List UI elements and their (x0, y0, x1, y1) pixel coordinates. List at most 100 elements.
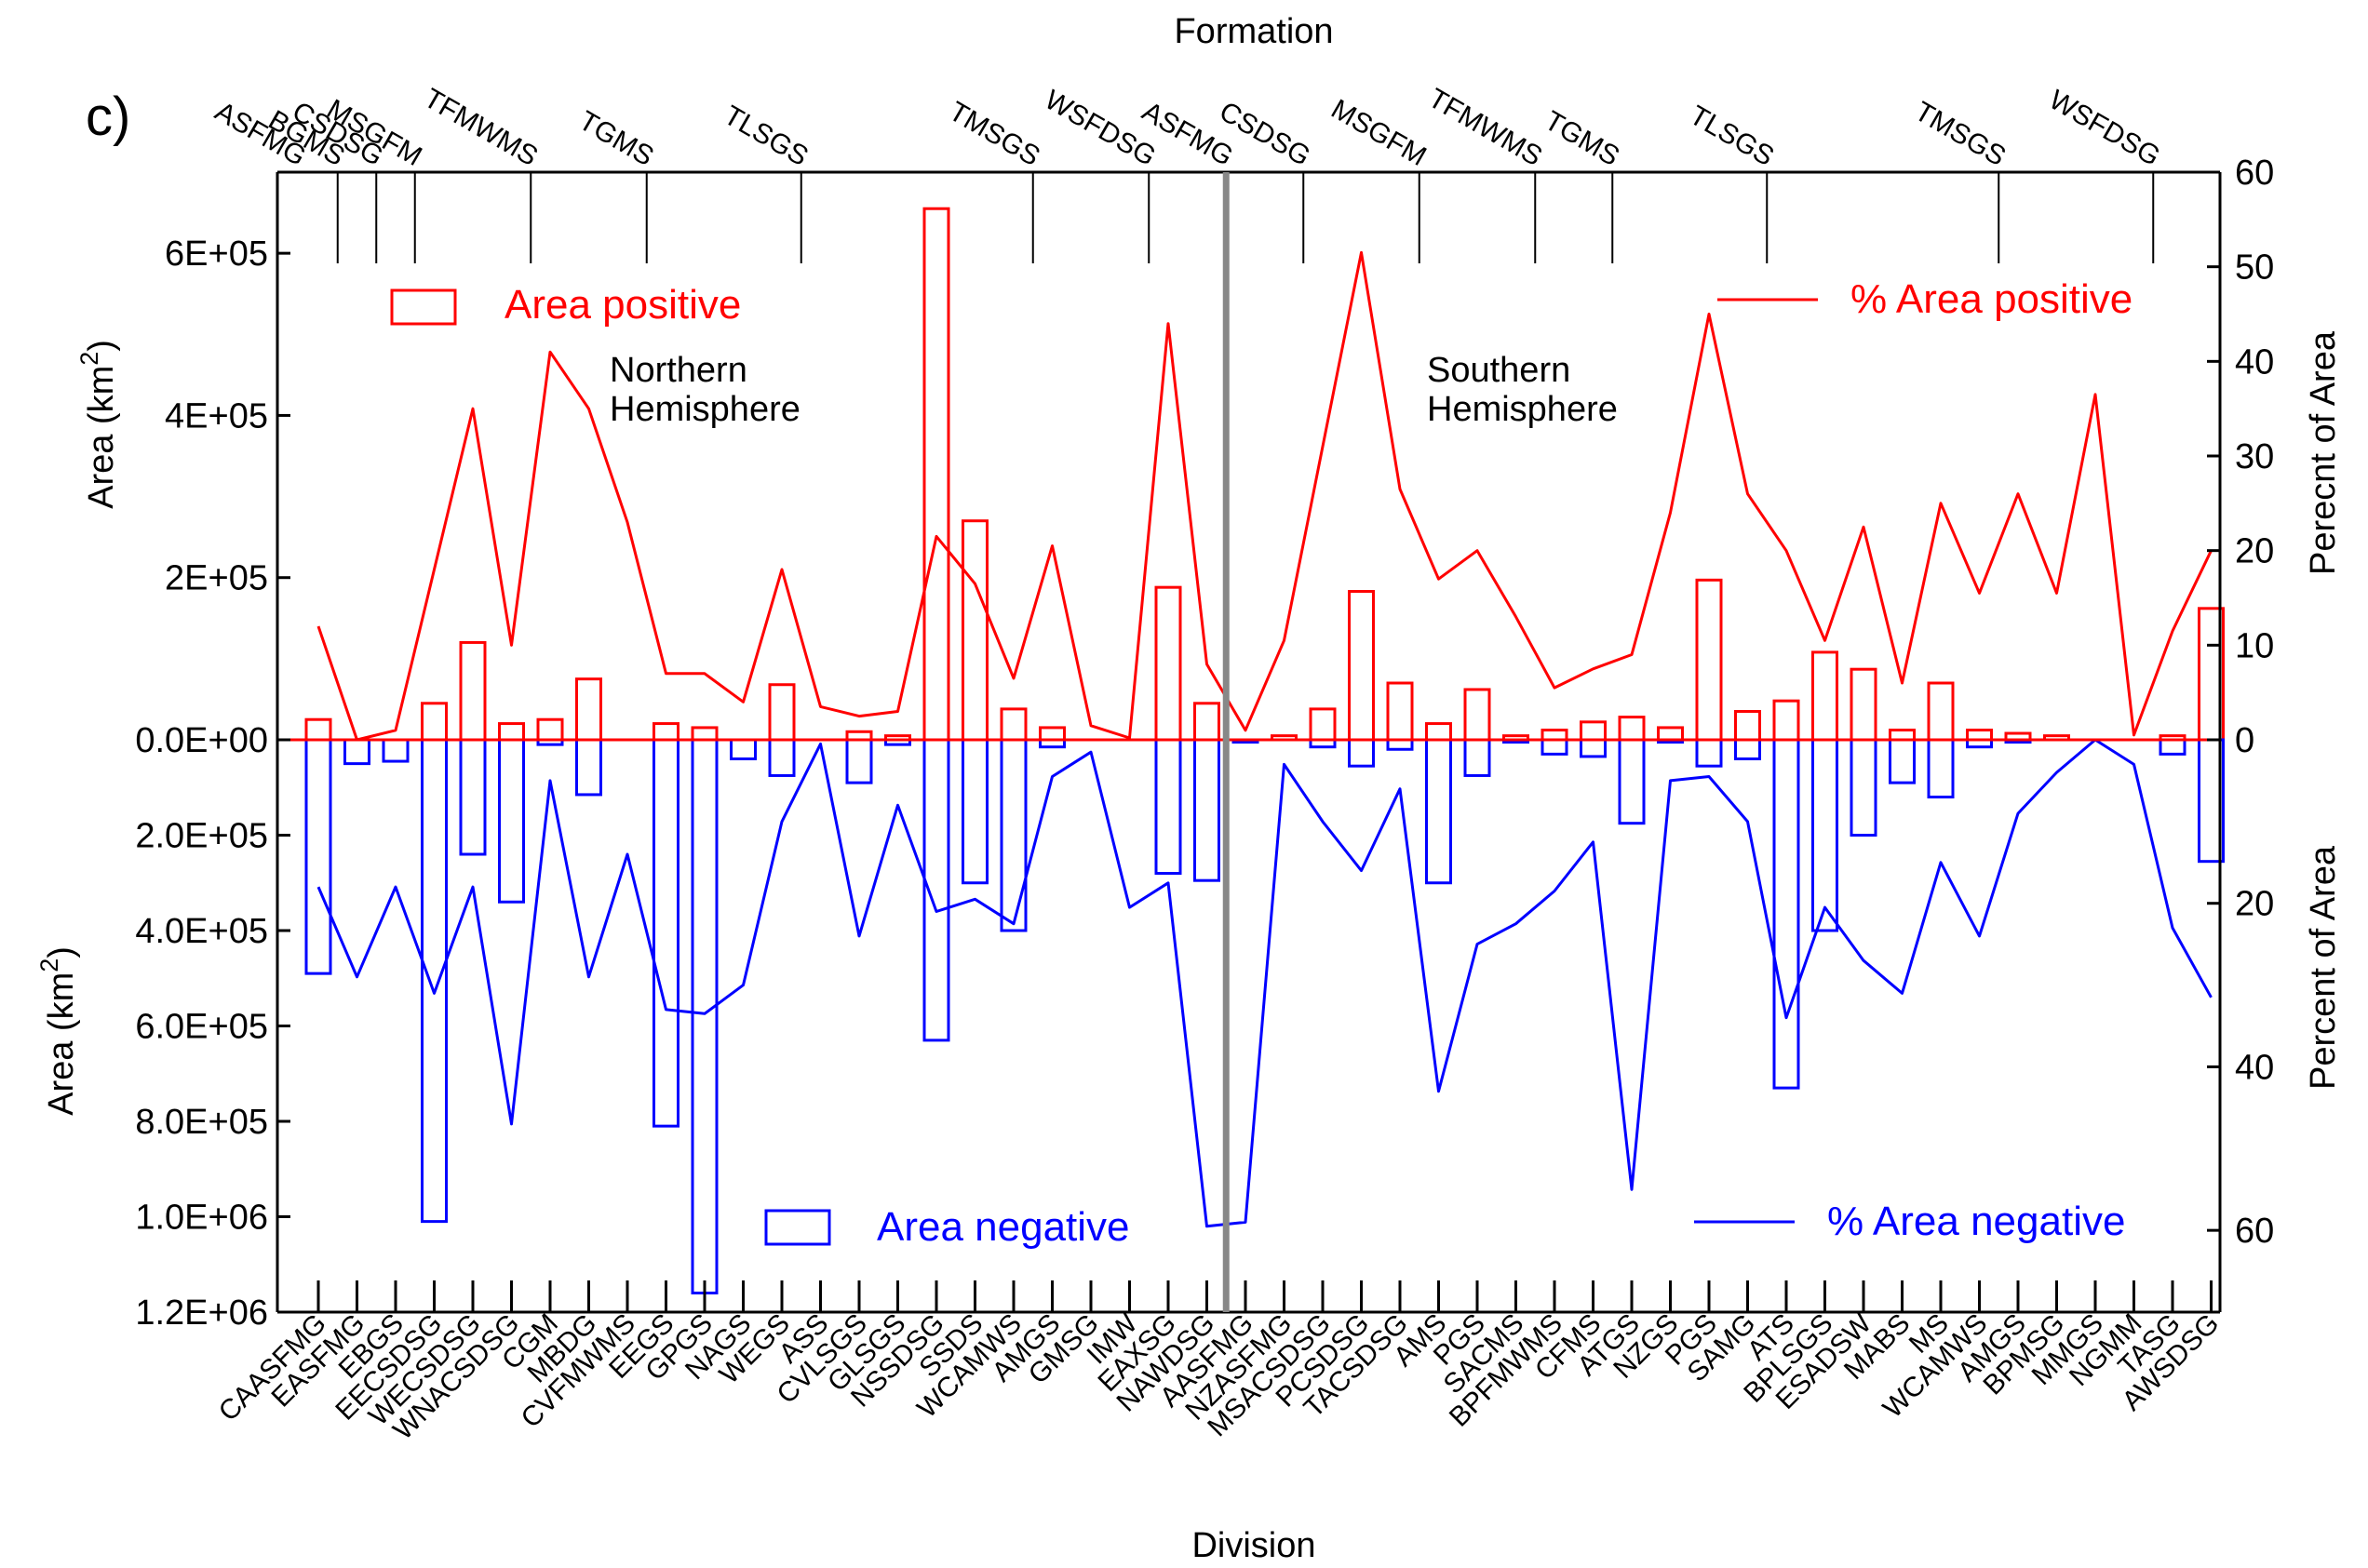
bar-area-positive-3 (421, 702, 448, 742)
bar-area-positive-37 (1734, 710, 1761, 742)
left-axis-top-title-sup: 2 (75, 352, 103, 366)
bar-area-negative-2 (382, 738, 410, 763)
northern-hemisphere-line2: Hemisphere (610, 390, 801, 429)
bar-area-negative-38 (1772, 738, 1800, 1090)
right-bottom-tick-label-0: 20 (2235, 885, 2274, 924)
right-bottom-tick-label-2: 60 (2235, 1212, 2274, 1251)
legend-area-positive-swatch (390, 288, 457, 326)
bar-area-positive-34 (1618, 716, 1646, 742)
legend-pct-area-negative-label: % Area negative (1827, 1199, 2125, 1244)
right-bottom-tick-label-1: 40 (2235, 1048, 2274, 1087)
bar-area-positive-35 (1657, 726, 1684, 742)
left-top-tick-label-2: 4E+05 (165, 396, 268, 436)
right-axis-top-title: Perecnt of Area (2304, 330, 2343, 575)
legend-area-negative: Area negative (764, 1204, 1130, 1250)
right-top-tick-label-0: 0 (2235, 721, 2254, 760)
bar-area-positive-41 (1889, 729, 1916, 742)
bar-area-positive-4 (459, 640, 487, 742)
right-top-tick-label-5: 50 (2235, 248, 2274, 288)
formation-axis-title: Formation (1174, 12, 1333, 51)
line-pct-area-positive (316, 250, 2213, 742)
northern-hemisphere-line1: Northern (610, 351, 747, 390)
bar-area-negative-29 (1425, 738, 1452, 885)
formation-label-13: TGMS (1540, 105, 1625, 172)
legend-area-negative-label: Area negative (877, 1204, 1130, 1250)
bar-area-negative-40 (1850, 738, 1877, 837)
bar-area-negative-42 (1927, 738, 1955, 798)
left-bottom-tick-label-1: 4.0E+05 (135, 912, 268, 951)
bar-area-positive-28 (1386, 681, 1414, 742)
bar-area-positive-33 (1580, 720, 1607, 742)
bar-area-negative-30 (1463, 738, 1491, 777)
legend-pct-area-positive: % Area positive (1717, 276, 2133, 322)
right-axis-bottom-title: Percent of Area (2304, 845, 2343, 1090)
bar-area-positive-19 (1039, 726, 1066, 742)
formation-label-8: WSFDSG (1040, 85, 1162, 172)
left-top-tick-label-0: 0.0E+00 (135, 721, 268, 760)
bar-area-positive-16 (922, 207, 950, 742)
bar-area-positive-36 (1695, 578, 1723, 742)
bar-area-positive-17 (962, 519, 989, 742)
bar-area-negative-23 (1193, 738, 1220, 882)
legend-pct-area-negative: % Area negative (1694, 1199, 2125, 1244)
bar-area-positive-9 (653, 722, 679, 742)
bar-area-positive-29 (1425, 722, 1452, 742)
bar-area-negative-14 (845, 738, 873, 784)
bar-area-positive-6 (536, 717, 564, 742)
southern-hemisphere-line1: Southern (1427, 351, 1570, 390)
formation-label-14: TLSGS (1685, 100, 1780, 172)
bar-area-positive-0 (304, 717, 332, 742)
bar-area-negative-9 (653, 738, 679, 1128)
formation-label-7: TMSGS (944, 96, 1045, 172)
right-top-tick-label-4: 40 (2235, 342, 2274, 382)
bar-area-negative-0 (304, 738, 332, 975)
bar-area-negative-48 (2159, 738, 2186, 756)
bar-area-positive-27 (1348, 590, 1375, 742)
left-axis-top-title-tail: ) (82, 340, 121, 352)
legend-area-positive-label: Area positive (505, 282, 741, 328)
bar-area-negative-12 (768, 738, 796, 777)
bar-area-positive-43 (1966, 729, 1993, 742)
left-axis-bottom-title: Area (km2) (35, 946, 81, 1116)
formation-label-5: TGMS (573, 105, 659, 172)
bar-area-positive-23 (1193, 702, 1220, 742)
left-bottom-tick-label-5: 1.2E+06 (135, 1293, 268, 1333)
bar-area-negative-27 (1348, 738, 1375, 768)
southern-hemisphere-label: Southern Hemisphere (1427, 351, 1618, 429)
bar-area-positive-40 (1850, 667, 1877, 742)
bar-area-positive-5 (498, 722, 525, 742)
right-top-tick-label-6: 60 (2235, 154, 2274, 193)
bar-area-positive-10 (691, 726, 719, 742)
bar-area-positive-7 (575, 677, 602, 742)
right-top-tick-label-2: 20 (2235, 532, 2274, 571)
legend-area-positive: Area positive (390, 282, 741, 328)
bar-area-negative-22 (1154, 738, 1182, 875)
left-axis-top-title: Area (km2) (75, 340, 121, 509)
right-top-tick-label-1: 10 (2235, 626, 2274, 665)
southern-hemisphere-line2: Hemisphere (1427, 390, 1618, 429)
bar-area-positive-18 (1000, 707, 1028, 742)
bar-area-negative-4 (459, 738, 487, 856)
left-axis-bottom-title-text: Area (km (42, 972, 81, 1116)
left-bottom-tick-label-4: 1.0E+06 (135, 1199, 268, 1238)
bar-area-negative-37 (1734, 738, 1761, 760)
bar-area-positive-30 (1463, 688, 1491, 742)
left-top-tick-label-1: 2E+05 (165, 559, 268, 598)
left-bottom-tick-label-3: 8.0E+05 (135, 1103, 268, 1142)
panel-label: c) (86, 87, 130, 147)
bar-area-negative-3 (421, 738, 448, 1224)
bar-area-negative-28 (1386, 738, 1414, 751)
line-pct-area-negative (316, 738, 2213, 1228)
bar-area-positive-12 (768, 683, 796, 742)
northern-hemisphere-label: Northern Hemisphere (610, 351, 801, 429)
formation-label-6: TLSGS (719, 100, 814, 172)
bar-area-negative-36 (1695, 738, 1723, 768)
legend-pct-area-positive-label: % Area positive (1850, 276, 2133, 322)
formation-label-12: TFMWMS (1423, 83, 1547, 172)
bar-area-negative-17 (962, 738, 989, 885)
bar-area-negative-18 (1000, 738, 1028, 932)
formation-label-15: TMSGS (1909, 96, 2011, 172)
bar-area-positive-26 (1309, 707, 1337, 742)
formation-label-4: TFMWMS (419, 83, 543, 172)
